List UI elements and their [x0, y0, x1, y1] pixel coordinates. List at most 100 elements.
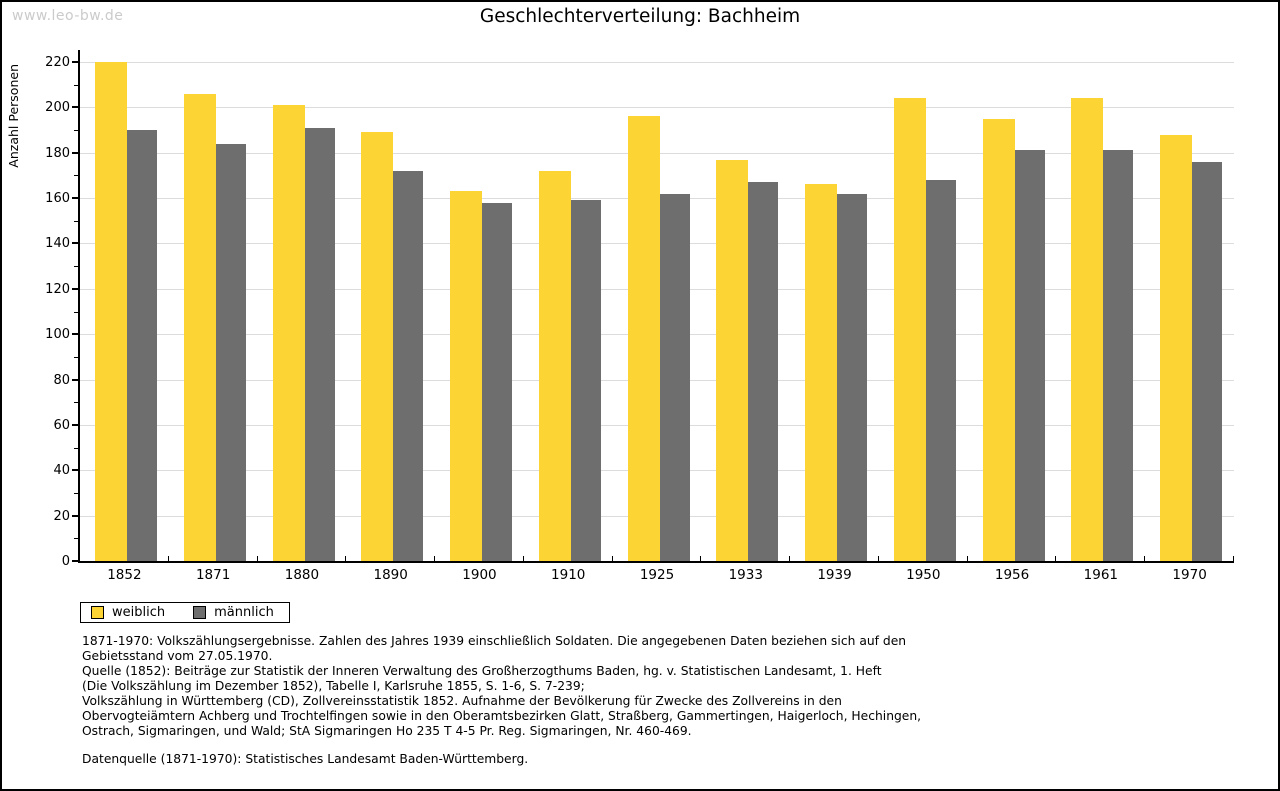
ytick-minor-110 — [74, 311, 78, 313]
xtick-label-1950: 1950 — [906, 567, 941, 583]
ytick-minor-150 — [74, 220, 78, 222]
ytick-label-20: 20 — [53, 508, 70, 524]
bar-männlich-1933 — [748, 182, 779, 561]
ytick-minor-190 — [74, 130, 78, 132]
ytick-minor-30 — [74, 492, 78, 494]
ytick-major-20 — [72, 514, 78, 517]
chart-title: Geschlechterverteilung: Bachheim — [479, 6, 801, 27]
bar-männlich-1925 — [659, 193, 690, 561]
bar-weiblich-1852 — [95, 62, 127, 561]
ytick-label-160: 160 — [45, 191, 70, 207]
xtick-5 — [522, 556, 524, 561]
y-axis-title: Anzahl Personen — [6, 64, 21, 168]
bar-weiblich-1890 — [361, 132, 394, 561]
ytick-label-140: 140 — [45, 236, 70, 252]
xtick-label-1933: 1933 — [728, 567, 763, 583]
xtick-label-1910: 1910 — [551, 567, 586, 583]
xtick-8 — [789, 556, 791, 561]
ytick-minor-130 — [74, 266, 78, 268]
bar-männlich-1970 — [1192, 161, 1223, 561]
xtick-label-1961: 1961 — [1083, 567, 1119, 583]
ytick-label-220: 220 — [45, 55, 70, 70]
xtick-label-1970: 1970 — [1172, 567, 1207, 583]
ytick-label-100: 100 — [45, 327, 70, 343]
bar-männlich-1910 — [570, 200, 601, 561]
footnote-line-3: Quelle (1852): Beiträge zur Statistik de… — [82, 664, 882, 678]
ytick-label-40: 40 — [53, 463, 70, 479]
bar-männlich-1939 — [837, 193, 868, 561]
footnote-line-2: Gebietsstand vom 27.05.1970. — [82, 649, 273, 663]
ytick-minor-90 — [74, 356, 78, 358]
xtick-10 — [966, 556, 968, 561]
ytick-label-80: 80 — [53, 372, 70, 388]
ytick-major-200 — [72, 106, 78, 109]
bar-männlich-1900 — [482, 202, 513, 561]
xtick-3 — [345, 556, 347, 561]
ytick-major-140 — [72, 242, 78, 245]
bar-männlich-1950 — [925, 179, 956, 561]
bar-weiblich-1961 — [1071, 98, 1104, 561]
footnotes-block: 1871-1970: Volkszählungsergebnisse. Zahl… — [82, 634, 921, 767]
xtick-6 — [611, 556, 613, 561]
ytick-major-180 — [72, 151, 78, 154]
bar-männlich-1961 — [1103, 150, 1134, 561]
footnote-line-6: Obervogteiämtern Achberg und Trochtelfin… — [82, 709, 922, 723]
xtick-2 — [256, 556, 258, 561]
datasource-line: Datenquelle (1871-1970): Statistisches L… — [82, 752, 529, 766]
bar-männlich-1890 — [393, 170, 424, 561]
legend-swatch-weiblich — [91, 606, 104, 619]
bar-männlich-1871 — [215, 143, 246, 561]
xtick-label-1925: 1925 — [639, 567, 675, 583]
ytick-minor-170 — [74, 175, 78, 177]
bar-weiblich-1950 — [893, 98, 926, 561]
ytick-minor-70 — [74, 402, 78, 404]
ytick-minor-50 — [74, 447, 78, 449]
bar-weiblich-1900 — [450, 191, 483, 561]
bar-weiblich-1871 — [183, 93, 216, 561]
bar-weiblich-1910 — [538, 170, 571, 561]
bar-weiblich-1880 — [272, 105, 305, 561]
footnote-line-5: Volkszählung in Württemberg (CD), Zollve… — [82, 694, 842, 708]
ytick-major-160 — [72, 197, 78, 200]
xtick-12 — [1144, 556, 1146, 561]
xtick-1 — [167, 556, 169, 561]
gridline-200 — [80, 107, 1234, 109]
legend-swatch-männlich — [193, 606, 207, 619]
chart-legend: weiblich männlich — [80, 602, 290, 623]
xtick-label-1956: 1956 — [994, 567, 1030, 583]
footnote-line-7: Ostrach, Sigmaringen, und Wald; StA Sigm… — [82, 724, 692, 738]
footnote-line-1: 1871-1970: Volkszählungsergebnisse. Zahl… — [82, 634, 907, 648]
footnote-line-4: (Die Volkszählung im Dezember 1852), Tab… — [82, 679, 585, 693]
bar-weiblich-1933 — [716, 159, 749, 561]
xtick-label-1939: 1939 — [817, 567, 852, 583]
xtick-4 — [434, 556, 436, 561]
xtick-label-1900: 1900 — [462, 567, 497, 583]
y-axis-line — [78, 50, 80, 563]
bar-weiblich-1956 — [982, 118, 1015, 561]
ytick-major-220 — [72, 61, 78, 63]
xtick-13 — [1233, 556, 1234, 561]
watermark-leo-bw: www.leo-bw.de — [12, 8, 124, 24]
legend-item-weiblich: weiblich — [91, 605, 193, 620]
ytick-major-80 — [72, 378, 78, 381]
ytick-major-60 — [72, 423, 78, 426]
ytick-label-60: 60 — [53, 417, 70, 433]
xtick-label-1871: 1871 — [195, 567, 231, 583]
ytick-major-40 — [72, 469, 78, 472]
legend-item-männlich: männlich — [193, 605, 302, 620]
ytick-label-180: 180 — [45, 145, 70, 161]
bar-männlich-1880 — [304, 127, 335, 561]
ytick-major-100 — [72, 333, 78, 336]
xtick-label-1852: 1852 — [107, 567, 142, 583]
ytick-minor-10 — [74, 538, 78, 540]
footnote-lines: 1871-1970: Volkszählungsergebnisse. Zahl… — [82, 634, 921, 739]
gridline-220 — [80, 62, 1234, 63]
xtick-9 — [877, 556, 879, 561]
xtick-11 — [1055, 556, 1057, 561]
bar-weiblich-1939 — [805, 184, 838, 561]
ytick-label-0: 0 — [61, 554, 70, 569]
ytick-major-120 — [72, 287, 78, 290]
legend-label-männlich: männlich — [214, 605, 274, 620]
bar-weiblich-1970 — [1160, 134, 1193, 561]
